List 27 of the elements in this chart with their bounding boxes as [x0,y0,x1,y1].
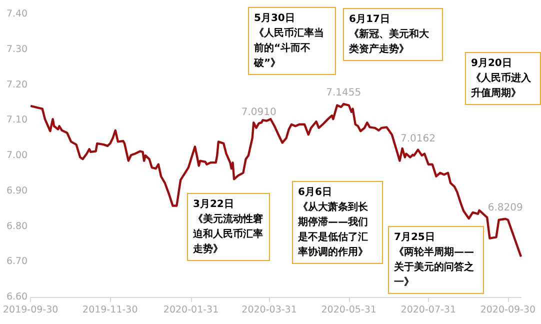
x-tick-label: 2019-11-30 [82,304,138,316]
annotation: 7.0910 [241,106,276,118]
y-tick-label: 7.10 [6,114,28,126]
x-tick-label: 2020-07-31 [400,304,456,316]
x-tick-label: 2020-03-31 [242,304,297,316]
annotation: 6.8209 [488,202,523,214]
annotation: 5月30日《人民币汇率当前的“斗而不破”》 [254,12,325,71]
annotation: 3月22日《美元流动性窘迫和人民币汇率走势》 [193,198,264,257]
annotation: 6月17日《新冠、美元和大类资产走势》 [349,13,430,57]
line-series [30,102,522,258]
x-tick-label: 2020-09-30 [480,304,536,316]
x-tick-label: 2020-05-31 [321,304,376,316]
annotation: 7.1455 [326,88,362,99]
annotation: 6月6日《从大萧条到长期停滞——我们是不是低估了汇率协调的作用》 [298,186,369,260]
y-tick-label: 7.20 [6,79,28,90]
x-tick-label: 2019-09-30 [2,304,58,316]
x-tick-label: 2020-01-31 [163,304,219,316]
y-tick-label: 6.80 [6,220,28,232]
y-tick-label: 7.00 [6,150,28,161]
annotation: 7月25日《两轮半周期——关于美元的问答之一》 [394,231,475,290]
annotation: 9月20日《人民币进入升值周期》 [471,57,532,101]
y-tick-label: 6.70 [6,256,28,268]
y-tick-label: 6.90 [6,185,28,196]
annotation: 7.0162 [400,133,436,144]
y-tick-label: 7.40 [6,8,28,20]
y-tick-label: 6.60 [6,292,28,302]
y-tick-label: 7.30 [6,44,28,55]
